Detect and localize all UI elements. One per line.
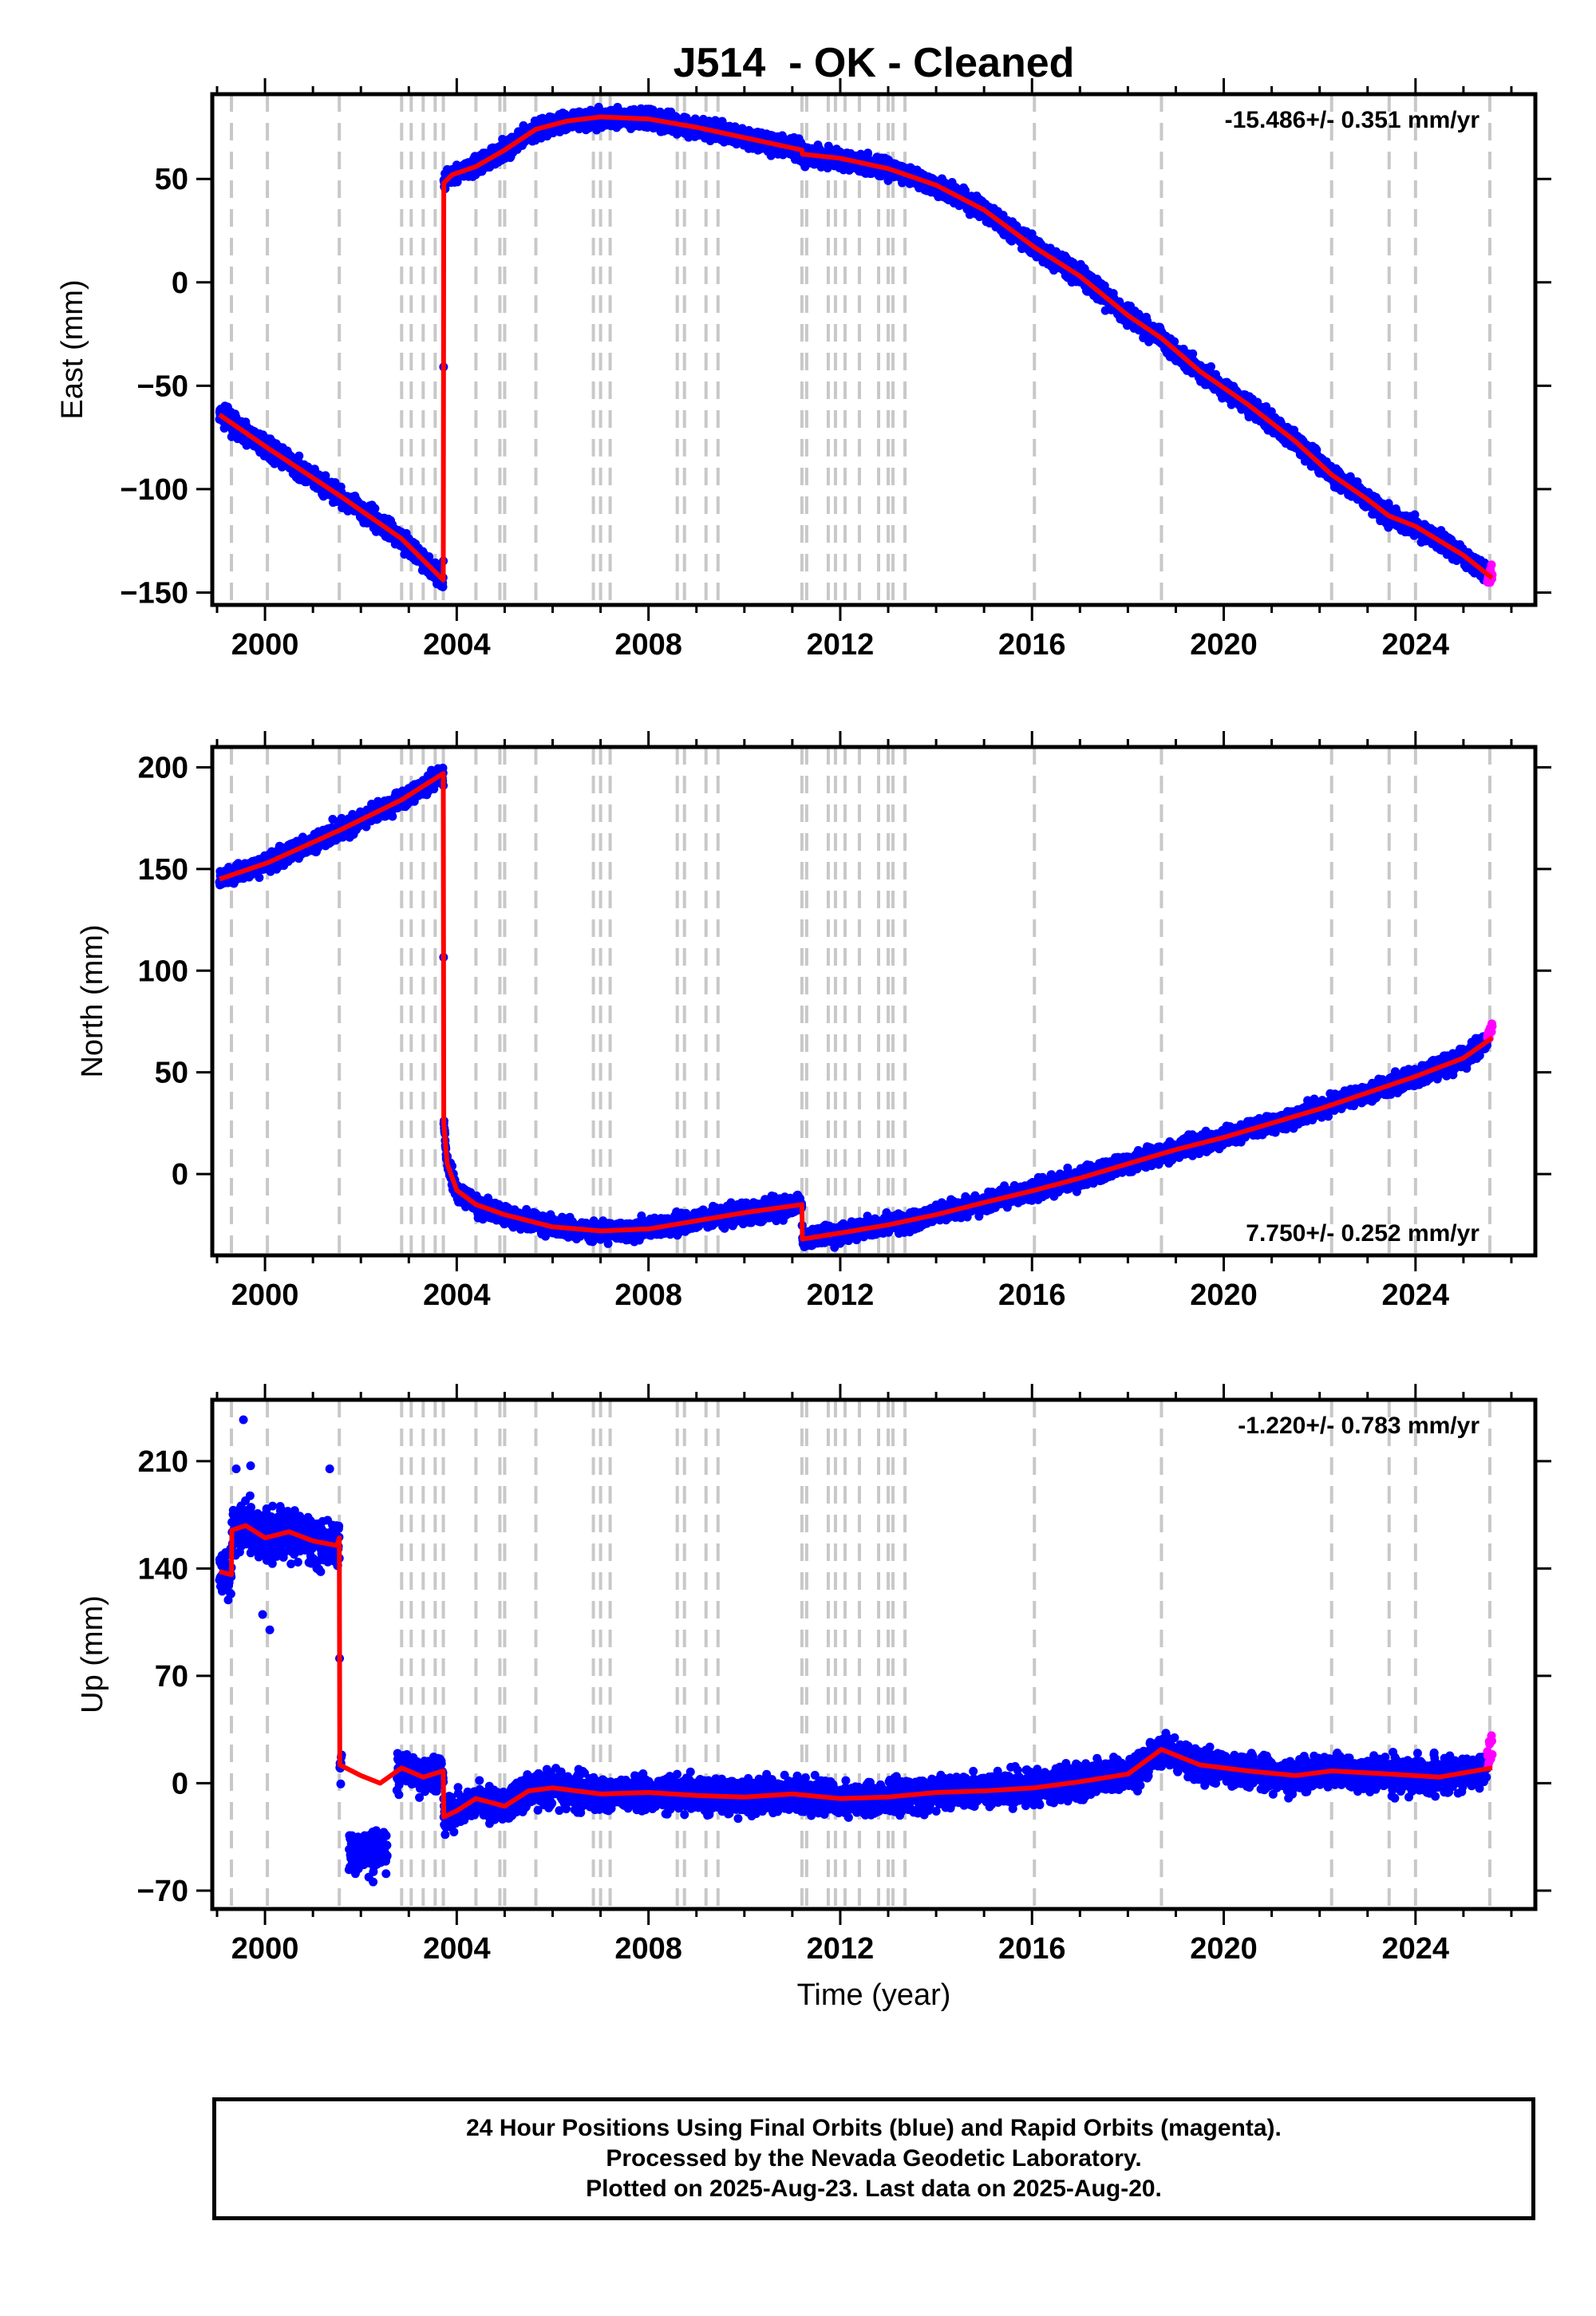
data-point	[294, 451, 304, 460]
data-point	[370, 504, 380, 513]
data-point	[452, 177, 462, 187]
panels: 2000 2004 2008 2012 2016 2020 2024500−50−100−1…	[56, 78, 1551, 1966]
final-orbit-points	[215, 102, 1492, 591]
data-point	[425, 551, 434, 561]
panel-east: 2000 2004 2008 2012 2016 2020 2024500−50−100−1…	[56, 78, 1551, 662]
chart-title: J514 - OK - Cleaned	[674, 40, 1075, 86]
data-point	[1207, 362, 1216, 371]
data-point	[438, 582, 448, 591]
